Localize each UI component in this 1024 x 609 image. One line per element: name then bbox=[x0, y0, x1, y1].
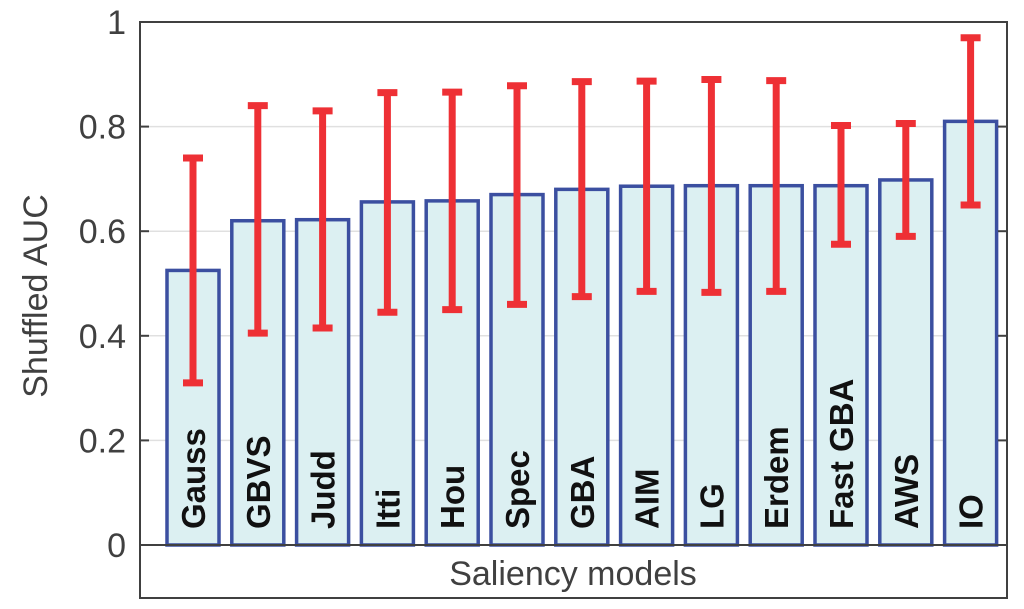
y-axis-ticks: 0 0.2 0.4 0.6 0.8 1 bbox=[79, 4, 1007, 565]
error-bars bbox=[183, 34, 981, 387]
plot-frame bbox=[139, 21, 1008, 599]
category-label: Hou bbox=[434, 465, 471, 529]
category-label: AWS bbox=[888, 454, 925, 529]
category-label: Itti bbox=[369, 489, 406, 529]
category-label: IO bbox=[953, 494, 990, 529]
bar-hou bbox=[424, 199, 480, 547]
category-label: Gauss bbox=[175, 428, 212, 529]
category-labels: Gauss GBVS Judd Itti Hou Spec GBA AIM LG Erdem Fas… bbox=[175, 379, 990, 529]
category-label: Erdem bbox=[758, 426, 795, 529]
error-bar bbox=[183, 154, 203, 387]
error-bar bbox=[507, 82, 527, 308]
y-tick-label: 0.4 bbox=[79, 318, 126, 356]
y-axis-label: Shuffled AUC bbox=[17, 194, 55, 398]
error-bar bbox=[312, 107, 333, 332]
error-bar bbox=[571, 78, 592, 301]
category-label: Judd bbox=[305, 450, 342, 529]
category-label: GBA bbox=[564, 456, 601, 529]
category-label: AIM bbox=[629, 469, 666, 530]
category-label: Spec bbox=[499, 450, 536, 529]
error-bar bbox=[960, 34, 981, 209]
error-bar bbox=[701, 76, 722, 296]
error-bar bbox=[895, 119, 916, 240]
category-label: Fast GBA bbox=[823, 379, 860, 529]
plot-border bbox=[139, 21, 1008, 599]
error-bar bbox=[377, 89, 398, 316]
error-bar bbox=[766, 77, 787, 295]
error-bar bbox=[831, 122, 851, 248]
y-tick-label: 0.8 bbox=[79, 109, 126, 147]
error-bar bbox=[247, 102, 268, 337]
y-tick-label: 0.6 bbox=[79, 213, 126, 251]
category-label: LG bbox=[693, 483, 730, 529]
x-axis-label: Saliency models bbox=[449, 555, 697, 593]
error-bar bbox=[636, 77, 657, 295]
y-tick-label: 0.2 bbox=[79, 422, 126, 460]
category-label: GBVS bbox=[240, 435, 277, 529]
error-bar bbox=[442, 88, 463, 314]
y-tick-label: 0 bbox=[107, 527, 126, 565]
y-tick-label: 1 bbox=[107, 4, 126, 42]
